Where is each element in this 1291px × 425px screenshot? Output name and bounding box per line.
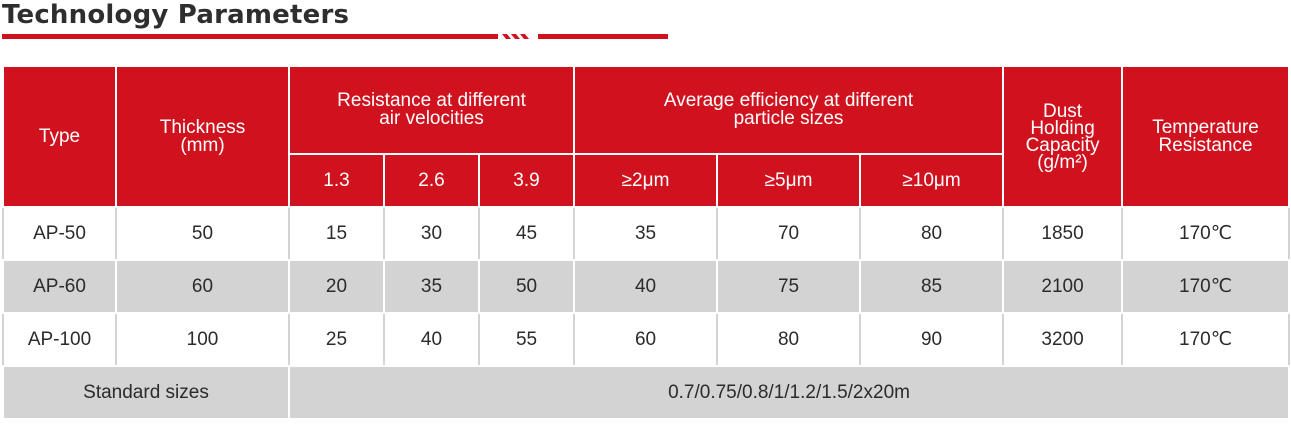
header-efficiency-text: Average efficiency at different particle… (663, 90, 914, 129)
cell-type: AP-50 (2, 206, 117, 261)
cell-temperature: 170℃ (1121, 259, 1291, 314)
cell-resistance: 20 (288, 259, 385, 314)
standard-sizes-label: Standard sizes (2, 365, 290, 420)
cell-thickness: 50 (115, 206, 290, 261)
cell-type: AP-60 (2, 259, 117, 314)
header-velocity: 2.6 (383, 153, 480, 208)
cell-efficiency: 70 (716, 206, 862, 261)
title-underline (2, 34, 668, 39)
cell-resistance: 50 (477, 259, 576, 314)
cell-efficiency: 35 (573, 206, 719, 261)
cell-resistance: 45 (477, 206, 576, 261)
header-thickness: Thickness (mm) (115, 65, 290, 208)
cell-thickness: 60 (115, 259, 290, 314)
header-thickness-text: Thickness (mm) (159, 116, 246, 156)
header-particle-size: ≥10μm (859, 153, 1005, 208)
cell-resistance: 35 (383, 259, 480, 314)
cell-efficiency: 80 (859, 206, 1005, 261)
header-particle-size: ≥5μm (716, 153, 862, 208)
table-row: AP-50 50 15 30 45 35 70 80 1850 170℃ (2, 206, 1291, 261)
standard-sizes-row: Standard sizes 0.7/0.75/0.8/1/1.2/1.5/2x… (2, 365, 1291, 420)
table-row: AP-100 100 25 40 55 60 80 90 3200 170℃ (2, 312, 1291, 367)
cell-thickness: 100 (115, 312, 290, 367)
cell-temperature: 170℃ (1121, 312, 1291, 367)
page-title: Technology Parameters (2, 0, 350, 30)
header-resistance-group: Resistance at different air velocities (287, 65, 576, 155)
header-type: Type (2, 65, 117, 208)
cell-temperature: 170℃ (1121, 206, 1291, 261)
header-temperature-text: Temperature Resistance (1152, 116, 1259, 156)
table-row: AP-60 60 20 35 50 40 75 85 2100 170℃ (2, 259, 1291, 314)
cell-efficiency: 90 (859, 312, 1005, 367)
header-temperature-resistance: Temperature Resistance (1121, 65, 1291, 208)
cell-type: AP-100 (2, 312, 117, 367)
cell-dust-capacity: 3200 (1002, 312, 1124, 367)
header-velocity: 3.9 (477, 153, 576, 208)
cell-efficiency: 85 (859, 259, 1005, 314)
header-resistance-text: Resistance at different air velocities (337, 90, 526, 129)
cell-efficiency: 80 (716, 312, 862, 367)
cell-efficiency: 40 (573, 259, 719, 314)
cell-resistance: 40 (383, 312, 480, 367)
cell-resistance: 25 (288, 312, 385, 367)
cell-resistance: 55 (477, 312, 576, 367)
cell-resistance: 15 (288, 206, 385, 261)
cell-dust-capacity: 2100 (1002, 259, 1124, 314)
cell-dust-capacity: 1850 (1002, 206, 1124, 261)
header-particle-size: ≥2μm (573, 153, 719, 208)
header-dust-text: Dust Holding Capacity (g/m²) (1025, 100, 1100, 173)
technology-parameters-table: Type Thickness (mm) Resistance at differ… (2, 65, 1291, 420)
cell-resistance: 30 (383, 206, 480, 261)
header-velocity: 1.3 (288, 153, 385, 208)
header-efficiency-group: Average efficiency at different particle… (573, 65, 1005, 155)
header-dust-holding-capacity: Dust Holding Capacity (g/m²) (1002, 65, 1124, 208)
standard-sizes-value: 0.7/0.75/0.8/1/1.2/1.5/2x20m (287, 365, 1291, 420)
cell-efficiency: 60 (573, 312, 719, 367)
cell-efficiency: 75 (716, 259, 862, 314)
underline-slash-decoration (498, 31, 538, 42)
